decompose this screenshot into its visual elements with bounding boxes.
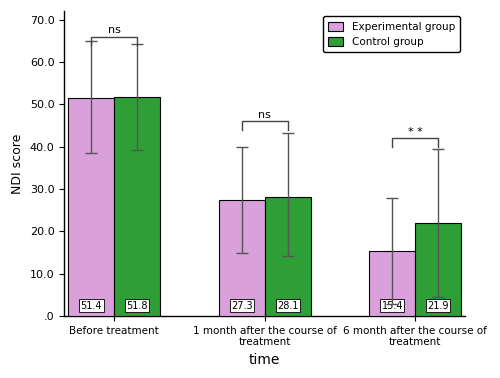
Bar [68,98,114,316]
Bar [415,223,461,316]
Text: 28.1: 28.1 [277,301,298,311]
Bar [370,251,415,316]
Text: 15.4: 15.4 [382,301,403,311]
Text: * *: * * [408,127,422,137]
Text: 21.9: 21.9 [428,301,449,311]
Text: ns: ns [258,110,271,120]
Legend: Experimental group, Control group: Experimental group, Control group [322,16,460,53]
Text: 27.3: 27.3 [231,301,252,311]
Y-axis label: NDI score: NDI score [11,133,24,194]
Bar [114,97,160,316]
Bar [219,200,265,316]
Text: ns: ns [108,25,120,35]
Bar [265,197,310,316]
X-axis label: time: time [249,353,280,367]
Text: 51.8: 51.8 [126,301,148,311]
Text: 51.4: 51.4 [80,301,102,311]
